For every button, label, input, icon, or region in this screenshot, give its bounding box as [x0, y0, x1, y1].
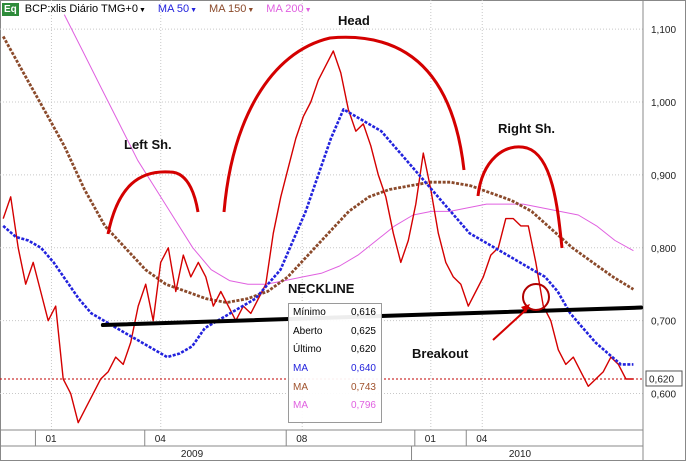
tooltip-label: Aberto [293, 325, 323, 337]
annotation-head: Head [338, 13, 370, 28]
tooltip-row: MA 0,640 [289, 360, 381, 379]
tooltip-label: Último [293, 344, 322, 356]
x-year-label: 2010 [509, 449, 532, 460]
y-tick-label: 0,800 [651, 244, 676, 255]
x-month-label: 01 [45, 434, 57, 445]
tooltip-label: MA [293, 381, 308, 393]
tooltip-label: MA [293, 363, 308, 375]
symbol-label: BCP:xlis Diário TMG+0 [24, 3, 138, 15]
tooltip-value: 0,743 [350, 381, 376, 393]
series-bcp-xlis [2, 50, 634, 424]
y-tick-label: 0,600 [651, 390, 676, 401]
tooltip-row: MA 0,796 [289, 397, 381, 416]
breakout-circle [522, 283, 550, 311]
equity-badge: Eq [2, 2, 19, 16]
chart-header: Eq BCP:xlis Diário TMG+0▼ MA 50▼ MA 150▼… [0, 0, 324, 18]
ma150-legend[interactable]: MA 150▼ [209, 3, 260, 15]
tooltip-row: MA 0,743 [289, 379, 381, 398]
ma150-label: MA 150 [209, 3, 247, 15]
tooltip-value: 0,640 [350, 363, 376, 375]
ma200-label: MA 200 [266, 3, 304, 15]
x-month-label: 04 [476, 434, 488, 445]
y-tick-label: 1,000 [651, 98, 676, 109]
tooltip-value: 0,616 [350, 307, 376, 318]
y-tick-label: 0,700 [651, 317, 676, 328]
tooltip-label: Mínimo [293, 307, 326, 318]
y-tick-label: 0,900 [651, 171, 676, 182]
tooltip-row: Aberto 0,625 [289, 323, 381, 342]
y-tick-label: 1,100 [651, 25, 676, 36]
breakout-arrowhead [521, 304, 530, 313]
x-month-label: 08 [296, 434, 308, 445]
series-ma-200 [63, 14, 634, 285]
chevron-down-icon[interactable]: ▼ [138, 7, 146, 14]
chevron-down-icon[interactable]: ▼ [304, 7, 312, 14]
series-ma-150 [1, 35, 635, 304]
breakout-arrow [492, 307, 529, 341]
last-price-label: 0,620 [649, 374, 674, 385]
annotation-left-shoulder: Left Sh. [124, 137, 172, 152]
chevron-down-icon[interactable]: ▼ [247, 7, 255, 14]
arc-left-shoulder [106, 170, 200, 235]
last-price-box [645, 370, 683, 387]
x-year-label: 2009 [181, 449, 204, 460]
annotation-breakout: Breakout [412, 346, 469, 361]
data-tooltip: Mínimo 0,616 Aberto 0,625 Último 0,620 MA 0,… [288, 303, 382, 423]
annotation-right-shoulder: Right Sh. [498, 121, 556, 136]
arc-right-shoulder [476, 145, 564, 249]
annotation-neckline: NECKLINE [288, 281, 355, 296]
ma50-legend[interactable]: MA 50▼ [158, 3, 203, 15]
ma200-legend[interactable]: MA 200▼ [266, 3, 317, 15]
tooltip-value: 0,796 [350, 400, 376, 412]
ma50-label: MA 50 [157, 3, 190, 15]
arc-head [222, 35, 466, 213]
symbol-title[interactable]: BCP:xlis Diário TMG+0▼ [25, 3, 152, 15]
tooltip-row: Último 0,620 [289, 341, 381, 360]
x-month-label: 04 [155, 434, 167, 445]
tooltip-row: Mínimo 0,616 [289, 304, 381, 323]
tooltip-value: 0,620 [350, 344, 376, 356]
tooltip-value: 0,625 [350, 325, 376, 337]
x-month-label: 01 [425, 434, 437, 445]
tooltip-label: MA [293, 400, 308, 412]
chevron-down-icon[interactable]: ▼ [190, 7, 198, 14]
